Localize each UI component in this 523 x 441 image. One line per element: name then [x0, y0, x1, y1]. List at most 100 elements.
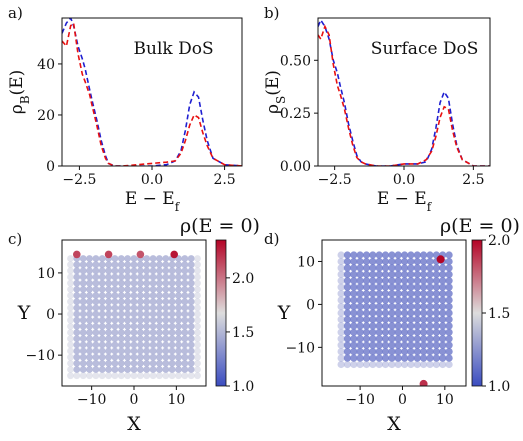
x-tick-label: −2.5 [318, 172, 352, 188]
lattice-point [143, 372, 151, 380]
lattice-point [194, 298, 201, 306]
lattice-point [426, 354, 434, 362]
lattice-point [156, 316, 163, 324]
lattice-point [143, 360, 151, 367]
lattice-point [350, 251, 358, 259]
lattice-point [439, 290, 447, 298]
lattice-point [79, 335, 87, 343]
lattice-point [413, 290, 421, 298]
lattice-point [105, 323, 112, 330]
lattice-point [175, 304, 182, 312]
y-axis-label: Y [17, 302, 31, 324]
lattice-point [362, 322, 371, 330]
lattice-point [105, 366, 112, 373]
lattice-point [194, 323, 201, 330]
lattice-point [445, 283, 453, 291]
lattice-point [194, 267, 201, 275]
lattice-point [381, 264, 390, 272]
lattice-point [143, 298, 151, 306]
lattice-point [420, 283, 428, 291]
lattice-point [73, 372, 81, 380]
lattice-point [92, 323, 100, 330]
lattice-point [388, 335, 396, 343]
panel-letter: c) [8, 230, 22, 248]
lattice-point [362, 290, 371, 298]
lattice-point [156, 304, 163, 312]
lattice-point [343, 322, 351, 330]
lattice-point [401, 303, 409, 311]
lattice-point [137, 323, 144, 330]
lattice-point [79, 329, 87, 336]
lattice-point [130, 360, 138, 367]
lattice-point [79, 310, 87, 318]
lattice-point [137, 366, 144, 373]
lattice-point [369, 251, 377, 259]
lattice-point [394, 277, 402, 285]
lattice-point [356, 328, 364, 336]
lattice-point [86, 366, 93, 373]
lattice-point [394, 315, 402, 323]
lattice-point [105, 261, 112, 269]
lattice-point [67, 372, 74, 380]
lattice-point [445, 341, 453, 349]
lattice-point [413, 341, 421, 349]
lattice-point [439, 315, 447, 323]
lattice-point [375, 354, 383, 362]
lattice-point [413, 296, 421, 304]
lattice-point [117, 267, 125, 275]
lattice-point [394, 303, 402, 311]
lattice-point [407, 309, 415, 317]
lattice-point [445, 303, 453, 311]
lattice-point [86, 273, 93, 281]
panel-1: Bulk DoS ρB(E) E − Ef −2.5 0.0 2.5 0 20 40 a) [7, 4, 243, 214]
lattice-point [111, 304, 119, 312]
lattice-point [375, 257, 383, 266]
lattice-point [137, 298, 144, 306]
lattice-point [381, 360, 390, 369]
lattice-point [407, 277, 415, 285]
lattice-point [194, 286, 201, 293]
lattice-point [337, 322, 345, 330]
lattice-point [388, 270, 396, 278]
lattice-point [420, 322, 428, 330]
lattice-point [137, 360, 144, 367]
lattice-point [187, 267, 195, 275]
colorbar-tick-label: 1.5 [232, 325, 254, 341]
lattice-point [124, 360, 131, 367]
panel-letter: b) [264, 4, 279, 22]
lattice-point [375, 283, 383, 291]
lattice-point [343, 341, 351, 349]
lattice-point [105, 286, 112, 293]
lattice-point [124, 341, 131, 349]
lattice-point [156, 372, 163, 380]
y-axis-label: Y [277, 302, 291, 324]
lattice-point [168, 360, 176, 367]
lattice-point [413, 251, 421, 259]
lattice-point [369, 296, 377, 304]
lattice-point [105, 310, 112, 318]
lattice-point [105, 347, 112, 355]
lattice-point [117, 372, 125, 380]
lattice-point [67, 341, 74, 349]
lattice-point [362, 270, 371, 278]
lattice-point [117, 304, 125, 312]
lattice-point [156, 323, 163, 330]
lattice-point [98, 267, 106, 275]
lattice-point [137, 279, 144, 287]
lattice-point [105, 298, 112, 306]
lattice-point [162, 267, 170, 275]
lattice-point [162, 335, 170, 343]
lattice-point [381, 303, 390, 311]
lattice-point [149, 329, 157, 336]
lattice-point [105, 341, 112, 349]
lattice-point [343, 251, 351, 259]
lattice-point [432, 360, 440, 369]
panel-4: ρ(E = 0) Y X 1.0 1.5 2.0 −10 0 10 −10 0 10 d) [264, 215, 520, 435]
lattice-point [187, 279, 195, 287]
lattice-point [187, 335, 195, 343]
lattice-point [130, 310, 138, 318]
lattice-point [432, 315, 440, 323]
lattice-point [73, 267, 81, 275]
lattice-point [149, 298, 157, 306]
